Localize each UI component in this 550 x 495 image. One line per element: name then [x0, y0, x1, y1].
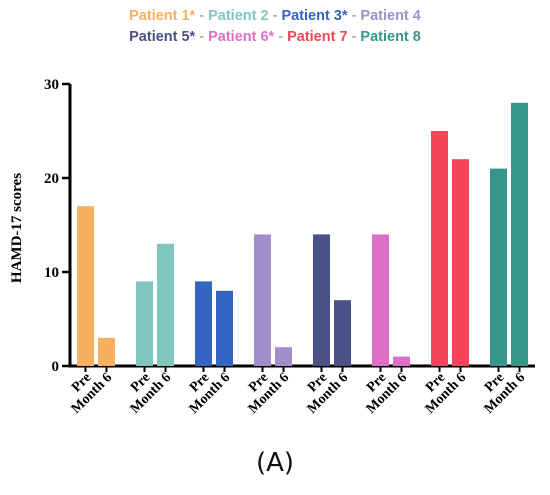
legend-separator: -	[274, 29, 288, 45]
legend-entry: Patient 1*	[129, 8, 196, 24]
y-tick-label: 0	[52, 359, 60, 375]
legend-entry: Patient 3*	[281, 8, 348, 24]
legend-separator: -	[347, 29, 361, 45]
legend-entry: Patient 7	[287, 29, 348, 45]
legend-entry: Patient 5*	[129, 29, 196, 45]
chart-legend: Patient 1* - Patient 2 - Patient 3* - Pa…	[0, 6, 550, 48]
bar	[275, 347, 292, 366]
legend-entry: Patient 6*	[208, 29, 275, 45]
panel-label: (A)	[255, 448, 295, 478]
legend-separator: -	[268, 8, 282, 24]
legend-separator: -	[347, 8, 361, 24]
bar	[195, 281, 212, 366]
y-tick-label: 10	[44, 265, 59, 281]
legend-entry: Patient 2	[208, 8, 269, 24]
y-tick-label: 30	[44, 77, 59, 93]
bar	[511, 102, 528, 367]
bar	[490, 168, 507, 366]
y-tick-label: 20	[44, 171, 59, 187]
bar	[393, 356, 410, 366]
bar	[136, 281, 153, 366]
legend-entry: Patient 8	[360, 29, 421, 45]
y-tick-labels: 0 10 20 30	[44, 77, 59, 375]
bar	[157, 243, 174, 366]
y-axis-label: HAMD-17 scores	[9, 173, 25, 283]
bar	[334, 300, 351, 366]
legend-separator: -	[195, 8, 209, 24]
bar	[452, 159, 469, 366]
bar	[254, 234, 271, 366]
legend-entry: Patient 4	[360, 8, 421, 24]
legend-row: Patient 1* - Patient 2 - Patient 3* - Pa…	[0, 6, 550, 27]
bar	[98, 337, 115, 366]
bar	[372, 234, 389, 366]
bars	[77, 102, 528, 367]
bar	[77, 206, 94, 366]
bar	[431, 131, 448, 366]
bar	[216, 290, 233, 366]
legend-row: Patient 5* - Patient 6* - Patient 7 - Pa…	[0, 27, 550, 48]
legend-separator: -	[195, 29, 209, 45]
bar	[313, 234, 330, 366]
